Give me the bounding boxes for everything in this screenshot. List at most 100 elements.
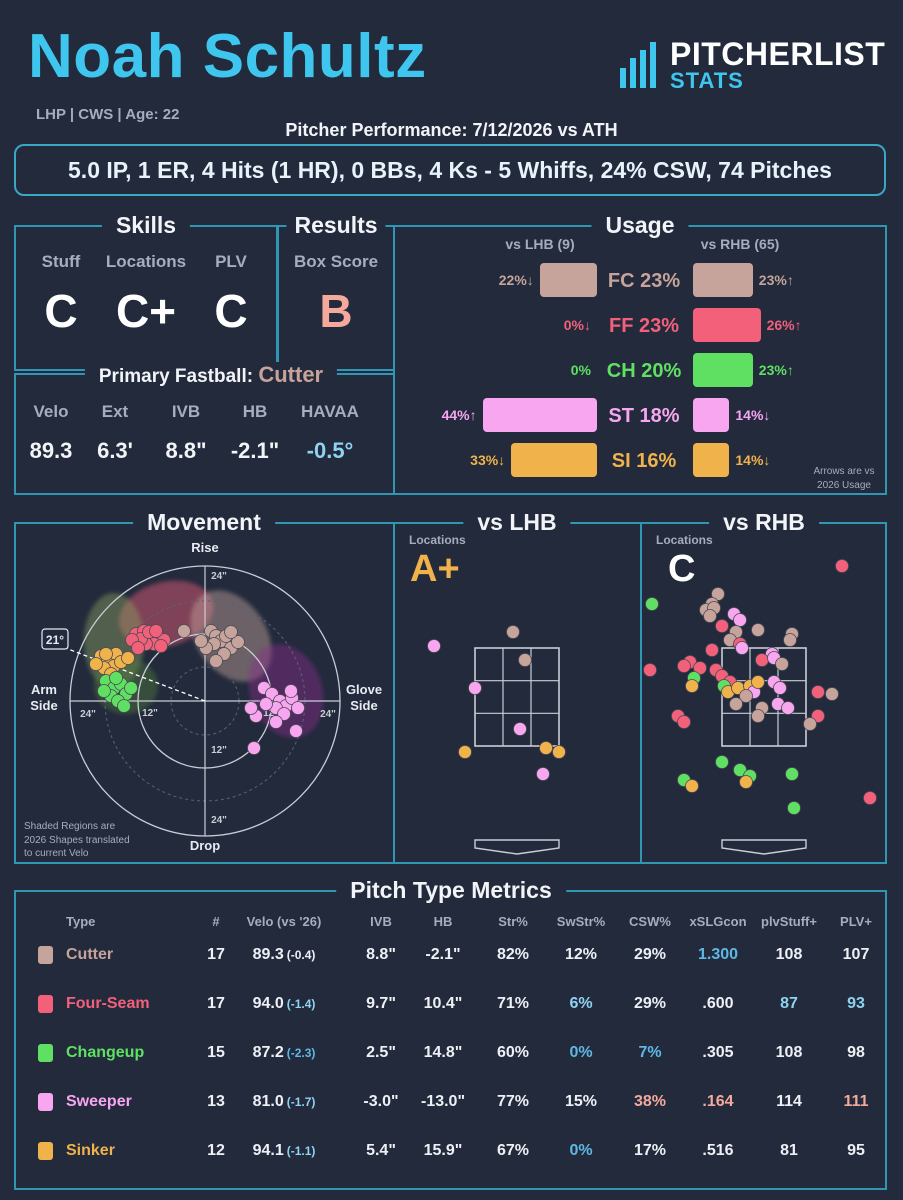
usage-pitch-label: ST 18% — [608, 405, 680, 427]
metrics-cell: -13.0" — [420, 1093, 466, 1110]
fc-location-point — [775, 657, 789, 671]
movement-label: Arm — [31, 682, 57, 697]
metrics-cell: 71% — [496, 995, 530, 1012]
metrics-cell: 67% — [496, 1142, 530, 1159]
fc-location-point — [518, 653, 532, 667]
movement-label: Drop — [190, 838, 220, 853]
metrics-cell: 12 — [207, 1142, 225, 1159]
usage-bar-lhb — [511, 443, 597, 477]
arm-angle-box — [41, 628, 69, 650]
fastball-metric-value: -0.5° — [306, 438, 354, 463]
si-location-point — [539, 741, 553, 755]
fc-location-point — [703, 609, 717, 623]
metrics-pitch-type: Sweeper — [66, 1093, 132, 1110]
ff-location-point — [755, 653, 769, 667]
metrics-velo-delta: (-1.4) — [286, 997, 316, 1011]
fourseam-movement-point — [131, 641, 145, 655]
metrics-pitch-type: Four-Seam — [66, 995, 150, 1012]
metrics-cell: 108 — [775, 1044, 803, 1061]
movement-ring-label: 24" — [320, 709, 336, 720]
si-location-point — [739, 775, 753, 789]
fastball-metric-value: 8.8" — [165, 438, 207, 463]
fastball-metric-value: 6.3' — [97, 438, 133, 463]
plv-label: PLV — [215, 252, 247, 271]
si-location-point — [685, 779, 699, 793]
movement-ring-label: 24" — [80, 709, 96, 720]
sweeper-movement-point — [289, 724, 303, 738]
metrics-cell: .600 — [702, 995, 734, 1012]
usage-note: Arrows are vs 2026 Usage — [806, 465, 882, 492]
metrics-header: PLV+ — [840, 914, 872, 929]
metrics-velo: 81.0 (-1.7) — [229, 1093, 339, 1111]
metrics-velo: 94.1 (-1.1) — [229, 1142, 339, 1160]
bar-chart-logo-icon — [620, 42, 656, 88]
si-location-point — [552, 745, 566, 759]
metrics-velo: 94.0 (-1.4) — [229, 995, 339, 1013]
box-score-grade: B — [319, 285, 353, 337]
metrics-cell: 15.9" — [423, 1142, 463, 1159]
metrics-cell: .164 — [702, 1093, 734, 1110]
movement-label: Side — [30, 698, 57, 713]
metrics-cell: 9.7" — [366, 995, 396, 1012]
plv-grade: C — [214, 285, 248, 337]
usage-lhb-pct: 0% — [570, 362, 591, 378]
metrics-cell: 7% — [638, 1044, 662, 1061]
fc-location-point — [751, 623, 765, 637]
metrics-cell: 87 — [780, 995, 798, 1012]
fc-location-point — [506, 625, 520, 639]
metrics-cell: 81 — [780, 1142, 798, 1159]
pitch-color-swatch — [38, 995, 53, 1013]
usage-lhb-header: vs LHB (9) — [505, 236, 575, 252]
metrics-velo-delta: (-0.4) — [286, 948, 316, 962]
movement-ring-label: 12" — [142, 708, 158, 719]
fastball-metric-label: Velo — [33, 402, 69, 421]
results-title: Results — [286, 212, 386, 239]
metrics-cell: 82% — [496, 946, 530, 963]
metrics-velo: 87.2 (-2.3) — [229, 1044, 339, 1062]
usage-bar-rhb — [693, 398, 730, 432]
sweeper-movement-point — [244, 701, 258, 715]
usage-bar-lhb — [539, 263, 597, 297]
pitcher-info: LHP | CWS | Age: 22 — [36, 106, 180, 123]
metrics-cell: 29% — [633, 995, 667, 1012]
movement-note-line3: to current Velo — [24, 848, 89, 859]
metrics-header: CSW% — [629, 914, 671, 929]
usage-bars: 22%↓ FC 23% 23%↑ 0%↓ FF 23% 26%↑ 0% CH 20% 23%↑ 4… — [395, 260, 885, 485]
cutter-movement-point — [224, 625, 238, 639]
movement-ring-label: 24" — [211, 815, 227, 826]
metrics-title: Pitch Type Metrics — [336, 877, 566, 904]
fc-location-point — [729, 697, 743, 711]
locations-label: Locations — [105, 252, 187, 271]
usage-lhb-pct: 33%↓ — [470, 452, 506, 468]
changeup-movement-point — [124, 681, 138, 695]
changeup-movement-point — [109, 671, 123, 685]
primary-fastball-label: Primary Fastball: — [98, 366, 254, 387]
metrics-header: # — [212, 914, 220, 929]
stuff-label: Stuff — [41, 252, 81, 271]
movement-label: Glove — [346, 682, 382, 697]
fastball-metric-label: HAVAA — [301, 402, 359, 421]
fc-location-point — [783, 633, 797, 647]
movement-label: Rise — [191, 540, 218, 555]
metrics-cell: 2.5" — [366, 1044, 396, 1061]
metrics-cell: .516 — [702, 1142, 734, 1159]
metrics-header: Type — [66, 914, 96, 929]
metrics-cell: 108 — [775, 946, 803, 963]
sweeper-movement-point — [284, 684, 298, 698]
ff-location-point — [677, 659, 691, 673]
strike-zone — [721, 647, 807, 747]
fourseam-movement-point — [149, 624, 163, 638]
st-location-point — [781, 701, 795, 715]
pitch-color-swatch — [38, 1093, 53, 1111]
metrics-header: SwStr% — [556, 914, 606, 929]
fastball-metric-label: HB — [242, 402, 268, 421]
metrics-header: IVB — [370, 914, 392, 929]
cutter-movement-point — [177, 624, 191, 638]
metrics-velo-delta: (-1.1) — [286, 1144, 316, 1158]
home-plate — [721, 839, 807, 855]
ff-location-point — [677, 715, 691, 729]
metrics-table: Type # Velo (vs '26) IVB HB Str% SwStr% CSW% xSL… — [16, 900, 885, 1188]
sinker-movement-point — [89, 657, 103, 671]
st-location-point — [468, 681, 482, 695]
